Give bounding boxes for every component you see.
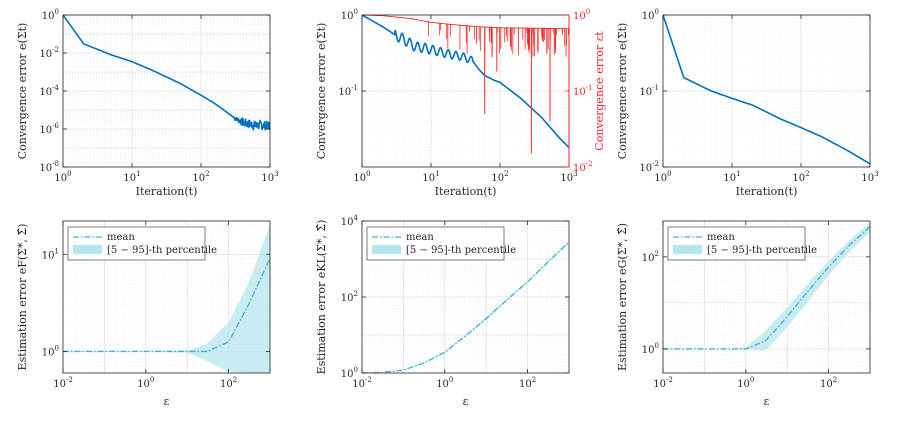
y-tick-label: 10-2 xyxy=(639,160,659,174)
y-tick-label: 10-6 xyxy=(39,122,59,136)
mean-line xyxy=(663,226,870,350)
spikes-error_eps xyxy=(428,21,569,154)
y-axis-label: Estimation error eF(Σ*, Σ̂) xyxy=(16,224,29,371)
legend-box xyxy=(667,226,806,261)
grid-p3 xyxy=(662,14,871,168)
x-axis-label: Iteration(t) xyxy=(136,185,198,198)
series-line-error_eps xyxy=(362,15,569,30)
y-axis-label-right: Convergence error εt xyxy=(593,31,606,151)
chart-p6: mean [5 − 95]-th percentile xyxy=(662,220,871,374)
legend-band-swatch xyxy=(73,245,102,254)
x-tick-label: 102 xyxy=(792,170,809,184)
y-tick-label: 100 xyxy=(341,8,358,22)
x-tick-label: 102 xyxy=(519,376,536,390)
series-line-convergence xyxy=(63,15,270,132)
axes-box xyxy=(662,220,871,374)
y-tick-label: 10-1 xyxy=(338,84,358,98)
x-tick-label: 100 xyxy=(54,170,71,184)
y-tick-label: 10-1 xyxy=(639,84,659,98)
y-axis-label: Convergence error e(Σt) xyxy=(616,23,629,160)
y-axis-label: Convergence error e(Σt) xyxy=(315,23,328,160)
y-tick-label: 102 xyxy=(642,250,659,264)
x-tick-label: 101 xyxy=(123,170,140,184)
x-tick-label: 100 xyxy=(654,170,671,184)
x-tick-label: 103 xyxy=(261,170,278,184)
x-axis-label: ε xyxy=(164,395,170,408)
x-axis-label: Iteration(t) xyxy=(435,185,497,198)
x-tick-label: 100 xyxy=(353,170,370,184)
x-tick-label: 103 xyxy=(861,170,878,184)
x-tick-label: 100 xyxy=(436,376,453,390)
mean-line xyxy=(63,258,270,353)
chart-p4: mean [5 − 95]-th percentile xyxy=(62,220,271,374)
series-line-convergence xyxy=(663,15,870,165)
plot-area-p5 xyxy=(362,240,569,373)
y-axis-label: Estimation error eKL(Σ*, Σ̂) xyxy=(315,220,328,375)
grid-p6 xyxy=(662,220,871,374)
y-tick-label-right: 10-2 xyxy=(573,160,593,174)
x-tick-label: 100 xyxy=(137,376,154,390)
mean-line xyxy=(362,241,569,373)
x-tick-label: 103 xyxy=(560,170,577,184)
x-axis-label: ε xyxy=(463,395,469,408)
x-tick-label: 101 xyxy=(422,170,439,184)
legend: mean [5 − 95]-th percentile xyxy=(67,226,217,261)
y-tick-label: 100 xyxy=(42,8,59,22)
axes-box xyxy=(62,220,271,374)
y-tick-label: 104 xyxy=(341,214,359,228)
x-tick-label: 102 xyxy=(491,170,508,184)
x-axis-label: ε xyxy=(764,395,770,408)
plot-area-p1 xyxy=(63,15,270,132)
grid-p1 xyxy=(62,14,271,168)
legend-box xyxy=(67,226,206,261)
chart-p2 xyxy=(361,14,570,168)
legend-band-swatch xyxy=(372,245,401,254)
legend-label-mean: mean xyxy=(707,232,735,243)
y-tick-label: 101 xyxy=(42,247,59,261)
legend-label-percentile: [5 − 95]-th percentile xyxy=(707,245,817,256)
y-tick-label: 100 xyxy=(642,342,659,356)
plot-area-p4 xyxy=(63,225,270,373)
x-tick-label: 101 xyxy=(723,170,740,184)
y-tick-label: 100 xyxy=(642,8,659,22)
legend: mean [5 − 95]-th percentile xyxy=(667,226,817,261)
plot-area-p3 xyxy=(663,15,870,165)
legend-label-percentile: [5 − 95]-th percentile xyxy=(107,245,217,256)
percentile-band xyxy=(362,240,569,373)
y-tick-label: 100 xyxy=(42,344,59,358)
y-tick-label: 102 xyxy=(341,290,358,304)
y-tick-label: 10-4 xyxy=(39,84,59,98)
chart-p1 xyxy=(62,14,271,168)
y-axis-label: Convergence error e(Σt) xyxy=(16,23,29,160)
legend-label-percentile: [5 − 95]-th percentile xyxy=(406,245,516,256)
legend-box xyxy=(366,226,505,261)
x-axis-label: Iteration(t) xyxy=(736,185,798,198)
y-tick-label: 100 xyxy=(341,366,358,380)
x-tick-label: 10-2 xyxy=(53,376,73,390)
legend-band-swatch xyxy=(673,245,702,254)
plot-area-p2 xyxy=(362,15,569,154)
y-tick-label-right: 100 xyxy=(573,8,590,22)
legend-label-mean: mean xyxy=(406,232,434,243)
x-tick-label: 102 xyxy=(820,376,837,390)
y-tick-label: 10-8 xyxy=(39,160,59,174)
x-tick-label: 102 xyxy=(192,170,209,184)
y-axis-label: Estimation error eG(Σ*, Σ̂) xyxy=(616,223,629,371)
chart-p5: mean [5 − 95]-th percentile xyxy=(361,220,570,374)
percentile-band xyxy=(63,225,270,373)
legend: mean [5 − 95]-th percentile xyxy=(366,226,516,261)
y-tick-label-right: 10-1 xyxy=(573,84,593,98)
legend-label-mean: mean xyxy=(107,232,135,243)
x-tick-label: 10-2 xyxy=(653,376,673,390)
plot-area-p6 xyxy=(663,222,870,352)
x-tick-label: 102 xyxy=(220,376,237,390)
chart-p3 xyxy=(662,14,871,168)
x-tick-label: 100 xyxy=(737,376,754,390)
y-tick-label: 10-2 xyxy=(39,46,59,60)
x-tick-label: 10-2 xyxy=(352,376,372,390)
series-line-convergence xyxy=(362,15,569,149)
